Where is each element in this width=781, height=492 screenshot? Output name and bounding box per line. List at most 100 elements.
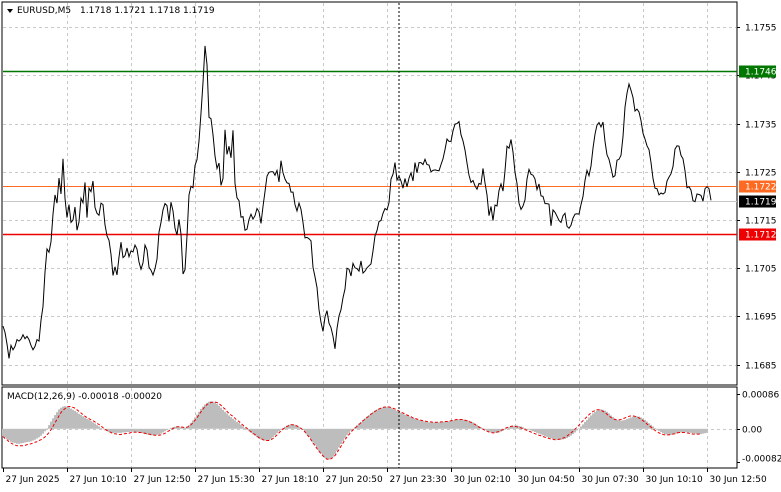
macd-histogram-bar: [40, 429, 42, 436]
macd-histogram-bar: [122, 429, 124, 433]
macd-histogram-bar: [350, 429, 352, 431]
macd-histogram-bar: [462, 420, 464, 429]
macd-histogram-bar: [220, 408, 222, 429]
macd-histogram-bar: [492, 429, 494, 433]
macd-histogram-bar: [674, 429, 676, 434]
macd-histogram-bar: [344, 429, 346, 438]
macd-histogram-bar: [494, 429, 496, 433]
macd-histogram-bar: [50, 422, 52, 429]
macd-histogram-bar: [374, 411, 376, 429]
macd-histogram-bar: [68, 407, 70, 428]
macd-histogram-bar: [130, 429, 132, 432]
macd-histogram-bar: [198, 412, 200, 429]
macd-histogram-bar: [518, 426, 520, 429]
macd-histogram-bar: [400, 413, 402, 429]
macd-histogram-bar: [388, 407, 390, 428]
price-tick-label: 1.1685: [745, 362, 777, 372]
macd-histogram-bar: [128, 429, 130, 432]
macd-histogram-bar: [12, 429, 14, 443]
macd-histogram-bar: [378, 409, 380, 429]
macd-tick-label: -0.00082: [742, 455, 781, 465]
macd-histogram-bar: [154, 429, 156, 435]
time-tick-label: 27 Jun 2025: [6, 475, 60, 485]
macd-histogram-bar: [18, 429, 20, 444]
macd-histogram-bar: [216, 404, 218, 429]
time-tick-label: 30 Jun 07:30: [582, 475, 639, 485]
macd-histogram-bar: [648, 423, 650, 429]
macd-tick-label: 0.00086: [742, 391, 779, 401]
macd-histogram-bar: [156, 429, 158, 435]
macd-histogram-bar: [326, 429, 328, 459]
time-tick-label: 30 Jun 04:50: [518, 475, 575, 485]
macd-histogram-bar: [448, 421, 450, 429]
macd-histogram-bar: [264, 429, 266, 441]
macd-indicator: [2, 401, 708, 459]
macd-histogram-bar: [24, 429, 26, 443]
macd-histogram-bar: [608, 413, 610, 428]
macd-histogram-bar: [534, 429, 536, 432]
macd-histogram-bar: [440, 422, 442, 428]
macd-histogram-bar: [162, 429, 164, 433]
macd-histogram-bar: [22, 429, 24, 443]
macd-histogram-bar: [630, 417, 632, 428]
symbol-label[interactable]: EURUSD,M5: [17, 6, 71, 16]
macd-histogram-bar: [458, 420, 460, 429]
macd-histogram-bar: [236, 422, 238, 429]
macd-histogram-bar: [76, 412, 78, 429]
macd-histogram-bar: [706, 429, 708, 433]
macd-histogram-bar: [226, 413, 228, 428]
macd-histogram-bar: [242, 426, 244, 428]
macd-histogram-bar: [20, 429, 22, 444]
price-tick-label: 1.1715: [745, 217, 777, 227]
time-tick-label: 27 Jun 20:50: [326, 475, 383, 485]
macd-histogram-bar: [380, 408, 382, 429]
macd-histogram-bar: [472, 422, 474, 428]
macd-histogram-bar: [340, 429, 342, 444]
time-tick-label: 27 Jun 12:50: [134, 475, 191, 485]
macd-histogram-bar: [392, 409, 394, 429]
macd-histogram-bar: [228, 415, 230, 428]
macd-histogram-bar: [524, 428, 526, 429]
macd-histogram-bar: [48, 425, 50, 429]
macd-histogram-bar: [602, 410, 604, 429]
macd-histogram-bar: [234, 420, 236, 429]
macd-histogram-bar: [320, 429, 322, 454]
time-tick-label: 27 Jun 23:30: [390, 475, 447, 485]
macd-histogram-bar: [6, 429, 8, 439]
macd-histogram-bar: [58, 409, 60, 428]
macd-histogram-bar: [274, 429, 276, 435]
macd-histogram-bar: [312, 429, 314, 443]
macd-histogram-bar: [16, 429, 18, 444]
macd-histogram-bar: [368, 415, 370, 429]
macd-histogram-bar: [232, 419, 234, 429]
macd-histogram-bar: [688, 429, 690, 433]
macd-histogram-bar: [438, 422, 440, 428]
macd-histogram-bar: [620, 421, 622, 429]
macd-histogram-bar: [386, 407, 388, 429]
macd-histogram-bar: [436, 422, 438, 428]
macd-histogram-bar: [588, 417, 590, 428]
macd-histogram-bar: [32, 429, 34, 441]
orange-level-label: 1.1722: [745, 183, 777, 193]
macd-histogram-bar: [120, 429, 122, 433]
macd-histogram-bar: [558, 429, 560, 440]
macd-histogram-bar: [166, 429, 168, 430]
macd-histogram-bar: [98, 426, 100, 428]
dropdown-triangle-icon[interactable]: [7, 9, 13, 13]
macd-histogram-bar: [366, 417, 368, 429]
red-level-label: 1.1712: [745, 231, 777, 241]
macd-histogram-bar: [160, 429, 162, 434]
macd-histogram-bar: [636, 416, 638, 429]
macd-histogram-bar: [684, 429, 686, 432]
macd-histogram-bar: [704, 429, 706, 433]
macd-histogram-bar: [670, 429, 672, 435]
macd-histogram-bar: [278, 429, 280, 431]
macd-histogram-bar: [310, 429, 312, 440]
macd-histogram-bar: [214, 403, 216, 429]
macd-histogram-bar: [168, 429, 170, 430]
macd-histogram-bar: [90, 421, 92, 429]
price-tick-label: 1.1755: [745, 24, 777, 34]
macd-histogram-bar: [402, 414, 404, 429]
